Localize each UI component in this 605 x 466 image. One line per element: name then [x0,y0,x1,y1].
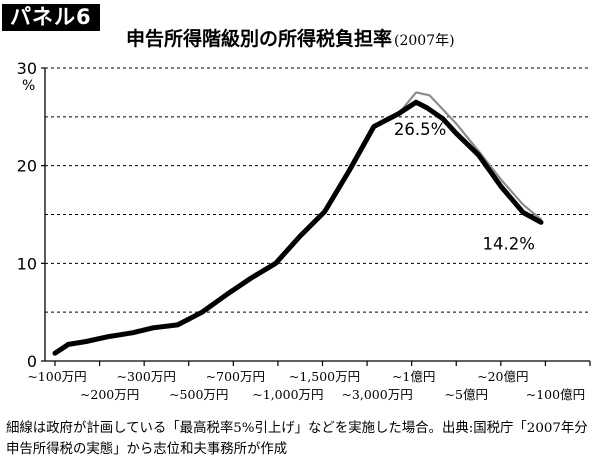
x-tick-label: ~1,500万円 [289,369,360,384]
series-line-actual [52,99,544,356]
x-tick-label: ~5億円 [445,387,488,402]
y-tick-label: 30 [17,59,37,78]
chart-subtitle: (2007年) [394,33,455,49]
footnote: 細線は政府が計画している「最高税率5%引上げ」などを実施した場合。出典:国税庁「… [6,421,602,457]
x-tick-label: ~100万円 [27,369,86,384]
data-labels: 26.5% 14.2% [394,120,535,253]
grid-lines [45,67,590,313]
x-tick-label: ~100億円 [526,387,585,402]
axes [44,68,590,362]
chart-title: 申告所得階級別の所得税負担率 [126,28,393,50]
data-label: 14.2% [483,234,535,253]
x-tick-label: ~1,000万円 [252,387,323,402]
y-axis-ticks: 0 10 20 30 [17,59,45,371]
x-tick-label: ~700万円 [206,369,265,384]
data-label: 26.5% [394,120,446,139]
x-tick-label: ~300万円 [116,369,175,384]
y-tick-label: 20 [17,157,37,176]
x-tick-label: ~200万円 [80,387,139,402]
x-tick-label: ~20億円 [477,369,528,384]
x-tick-label: ~1億円 [392,369,435,384]
y-axis-unit-label: % [22,78,36,94]
data-series [52,91,544,356]
series-line-proposed [397,91,543,221]
y-tick-label: 10 [17,254,37,273]
x-tick-label: ~3,000万円 [341,387,412,402]
y-tick-label: 0 [27,352,37,371]
x-axis-ticks: ~100万円 ~200万円 ~300万円 ~500万円 ~700万円 ~1,000万円 ~1… [27,361,591,402]
chart-title-block: 申告所得階級別の所得税負担率 (2007年) [126,24,455,51]
x-tick-label: ~500万円 [169,387,228,402]
panel-badge: パネル6 [2,4,100,31]
